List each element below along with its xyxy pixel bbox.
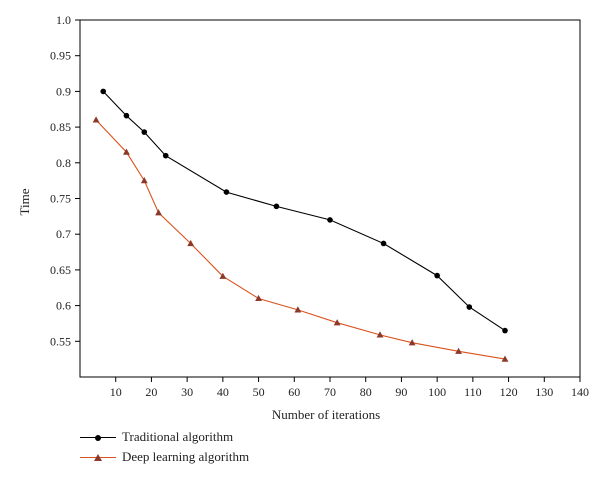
x-tick-label: 60 <box>288 385 300 399</box>
y-axis-label: Time <box>17 188 32 215</box>
data-point-deep-learning <box>219 272 227 279</box>
data-point-traditional <box>466 304 473 310</box>
data-point-deep-learning <box>333 319 341 326</box>
data-point-deep-learning <box>294 306 302 313</box>
y-tick-label: 0.75 <box>50 192 71 206</box>
x-tick-label: 30 <box>181 385 193 399</box>
x-tick-label: 80 <box>360 385 372 399</box>
data-point-deep-learning <box>123 148 130 155</box>
data-point-traditional <box>380 240 387 247</box>
data-point-traditional <box>434 272 440 279</box>
x-tick-label: 20 <box>145 385 157 399</box>
data-point-traditional <box>273 203 280 210</box>
x-tick-label: 110 <box>464 385 482 399</box>
data-point-deep-learning <box>140 177 148 184</box>
circle-marker-icon <box>95 435 101 441</box>
plot-frame <box>79 19 581 378</box>
data-point-deep-learning <box>376 331 384 338</box>
series-line-deep-learning <box>95 119 506 360</box>
y-tick-label: 0.6 <box>56 299 71 313</box>
data-point-traditional <box>223 189 230 195</box>
data-point-deep-learning <box>187 239 195 247</box>
y-tick-label: 1.0 <box>56 13 71 27</box>
data-point-traditional <box>162 152 169 159</box>
data-point-traditional <box>123 112 130 119</box>
series-line-traditional <box>102 91 506 332</box>
x-axis-label: Number of iterations <box>272 407 380 422</box>
y-tick-label: 0.7 <box>56 227 71 241</box>
x-tick-label: 40 <box>217 385 229 399</box>
x-tick-label: 10 <box>110 385 122 399</box>
data-point-deep-learning <box>501 355 509 362</box>
data-point-deep-learning <box>455 347 462 354</box>
data-point-traditional <box>100 88 107 95</box>
x-tick-label: 70 <box>324 385 336 399</box>
data-point-deep-learning <box>155 209 162 216</box>
y-tick-label: 0.95 <box>50 49 71 63</box>
y-tick-label: 0.8 <box>56 156 71 170</box>
data-point-deep-learning <box>255 294 262 302</box>
x-tick-label: 120 <box>500 385 518 399</box>
x-tick-label: 50 <box>253 385 265 399</box>
data-point-traditional <box>141 129 148 135</box>
data-point-deep-learning <box>408 339 416 346</box>
triangle-marker-icon <box>94 454 102 461</box>
legend-label-deep-learning: Deep learning algorithm <box>122 449 250 464</box>
x-tick-label: 130 <box>535 385 553 399</box>
x-tick-label: 140 <box>571 385 589 399</box>
legend: Traditional algorithm Deep learning algo… <box>80 428 300 468</box>
data-point-traditional <box>327 217 333 223</box>
data-point-deep-learning <box>92 116 100 123</box>
y-tick-label: 0.85 <box>50 120 71 134</box>
legend-item-traditional: Traditional algorithm <box>80 428 300 448</box>
y-tick-label: 0.65 <box>50 263 71 277</box>
x-tick-label: 90 <box>395 385 407 399</box>
legend-item-deep-learning: Deep learning algorithm <box>80 448 300 468</box>
x-tick-label: 100 <box>428 385 446 399</box>
y-tick-label: 0.9 <box>56 84 71 98</box>
y-tick-label: 0.55 <box>50 334 71 348</box>
data-point-traditional <box>502 327 508 334</box>
legend-label-traditional: Traditional algorithm <box>122 429 234 444</box>
